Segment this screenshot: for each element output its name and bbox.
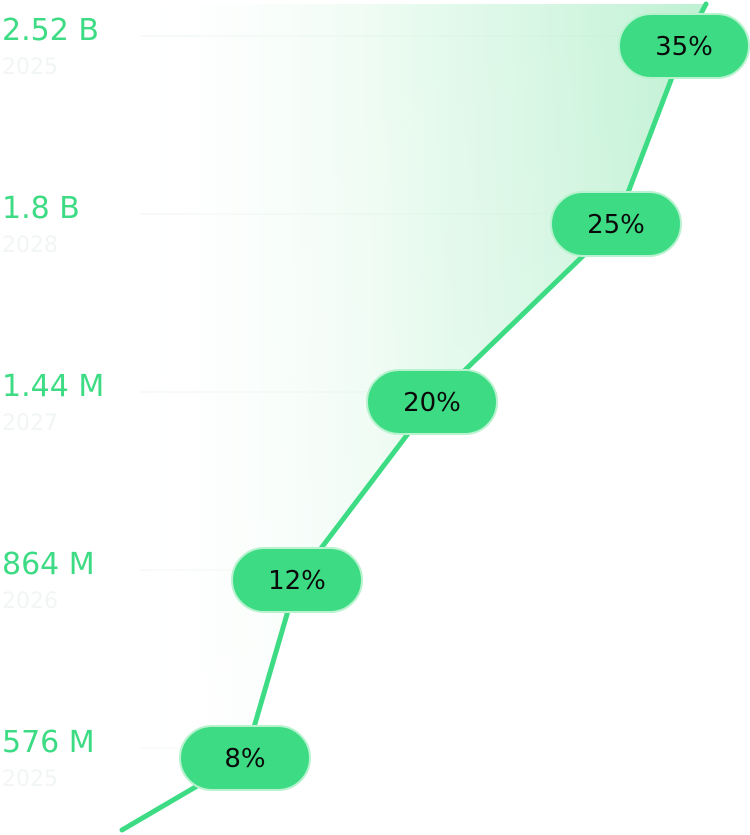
data-pill: 8% — [179, 725, 311, 791]
data-label: 35% — [655, 32, 713, 62]
y-value-label: 1.44 M — [2, 369, 104, 404]
y-value-label: 864 M — [2, 547, 95, 582]
data-pill: 25% — [550, 191, 682, 257]
data-label: 20% — [403, 388, 461, 418]
data-pill-bg — [231, 547, 363, 613]
year-label: 2028 — [2, 233, 58, 258]
y-axis-labels: 576 M 2025 864 M 2026 1.44 M 2027 1.8 B 2028 2.5… — [2, 13, 104, 792]
data-label: 8% — [224, 744, 265, 774]
y-value-label: 2.52 B — [2, 13, 99, 48]
y-value-label: 576 M — [2, 725, 95, 760]
data-pill: 12% — [231, 547, 363, 613]
year-label: 2025 — [2, 767, 58, 792]
data-pill: 35% — [618, 13, 750, 79]
data-label: 25% — [587, 210, 645, 240]
data-pill: 20% — [366, 369, 498, 435]
y-value-label: 1.8 B — [2, 191, 80, 226]
year-label: 2025 — [2, 55, 58, 80]
data-pill-bg — [550, 191, 682, 257]
data-pill-bg — [366, 369, 498, 435]
data-pill-bg — [179, 725, 311, 791]
data-pill-bg — [618, 13, 750, 79]
year-label: 2027 — [2, 411, 58, 436]
data-label-pills: 8% 12% 20% 25% 35% — [179, 13, 750, 791]
year-label: 2026 — [2, 589, 58, 614]
data-label: 12% — [268, 566, 326, 596]
